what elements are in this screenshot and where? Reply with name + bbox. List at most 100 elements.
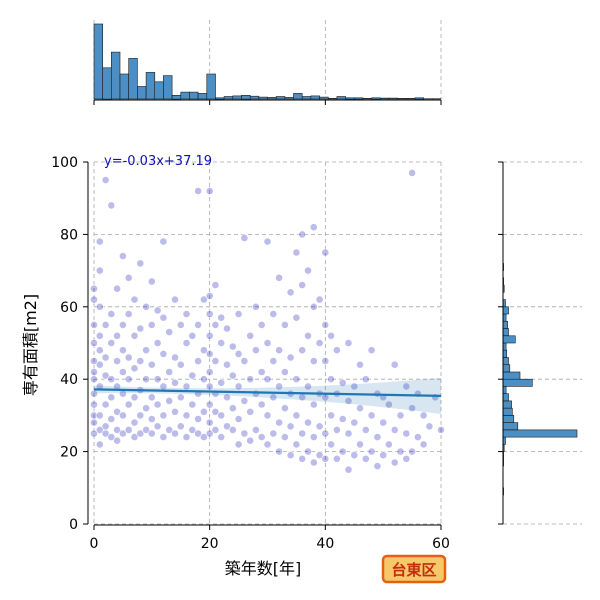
data-point (113, 425, 121, 434)
data-point (171, 378, 179, 387)
data-point (396, 411, 405, 420)
x-hist-bar (102, 67, 112, 100)
data-point (130, 364, 139, 373)
data-point (344, 339, 353, 347)
x-hist-bar (128, 58, 138, 100)
data-point (315, 451, 324, 460)
data-point (350, 451, 359, 460)
y-hist-bar (502, 393, 509, 402)
data-point (286, 353, 295, 362)
data-point (304, 418, 312, 427)
data-point (402, 429, 411, 438)
data-point (142, 375, 150, 384)
data-point (332, 346, 341, 355)
data-point (95, 360, 104, 369)
data-point (234, 349, 243, 358)
data-point (384, 400, 393, 409)
data-point (286, 288, 295, 297)
data-point (321, 429, 330, 438)
data-point (321, 357, 330, 365)
y-hist-bar (502, 364, 511, 373)
data-point (136, 411, 145, 420)
data-point (113, 284, 121, 293)
data-point (408, 447, 416, 456)
data-point (211, 425, 220, 434)
data-point (390, 360, 399, 369)
data-point (240, 396, 249, 405)
data-point (107, 339, 116, 347)
data-point (136, 357, 145, 365)
data-point (95, 302, 104, 311)
data-point (205, 310, 214, 318)
data-point (199, 295, 208, 304)
data-point (228, 425, 237, 434)
data-point (205, 368, 214, 376)
data-point (246, 436, 255, 445)
data-point (234, 310, 243, 318)
data-point (205, 400, 214, 409)
data-point (356, 360, 364, 369)
data-point (113, 357, 121, 365)
data-point (361, 375, 370, 384)
data-point (327, 440, 335, 449)
data-point (199, 433, 208, 441)
data-point (217, 411, 226, 420)
data-point (130, 433, 139, 441)
data-point (228, 342, 237, 351)
data-point (176, 320, 185, 329)
x-hist-bar (197, 93, 208, 100)
data-point (356, 440, 364, 449)
x-hist-bar (145, 72, 156, 100)
data-point (101, 176, 110, 184)
x-hist-bar (232, 95, 242, 100)
data-point (379, 418, 388, 427)
data-point (194, 357, 202, 365)
data-point (90, 295, 98, 304)
data-point (147, 393, 156, 402)
y-tick-label: 40 (60, 372, 78, 388)
regression-line (93, 377, 442, 414)
data-point (211, 281, 220, 289)
x-hist-bar (284, 97, 294, 100)
data-point (367, 411, 376, 420)
ward-badge-label: 台東区 (391, 561, 436, 579)
data-point (147, 277, 156, 286)
data-point (130, 418, 139, 427)
data-point (263, 440, 272, 449)
data-point (130, 393, 139, 402)
data-point (217, 433, 226, 441)
data-point (298, 346, 307, 355)
data-point (199, 407, 208, 416)
y-hist-bar (502, 378, 533, 387)
data-point (165, 396, 174, 405)
data-point (286, 451, 295, 460)
confidence-band (94, 377, 441, 414)
data-point (165, 328, 174, 336)
x-hist-bar (111, 51, 121, 100)
data-point (107, 310, 116, 318)
data-point (223, 422, 231, 431)
data-point (95, 425, 104, 434)
data-point (275, 418, 283, 427)
data-point (338, 415, 347, 423)
data-point (194, 320, 202, 329)
data-point (309, 458, 318, 467)
data-point (165, 425, 174, 434)
data-point (142, 346, 150, 355)
data-point (124, 425, 133, 434)
x-hist-bar (189, 91, 199, 100)
x-hist-bar (397, 98, 407, 100)
x-hist-bar (327, 98, 338, 100)
x-hist-bar (137, 86, 147, 100)
data-point (292, 440, 301, 449)
data-point (124, 400, 133, 409)
x-hist-bar (275, 96, 286, 100)
ward-badge: 台東区 (381, 554, 447, 584)
data-point (315, 295, 324, 304)
data-point (350, 418, 359, 427)
x-hist-bar (249, 95, 260, 100)
y-hist-bar (502, 422, 519, 431)
y-hist-bar (502, 306, 509, 315)
data-point (234, 415, 243, 423)
x-tick-label: 60 (432, 536, 450, 552)
